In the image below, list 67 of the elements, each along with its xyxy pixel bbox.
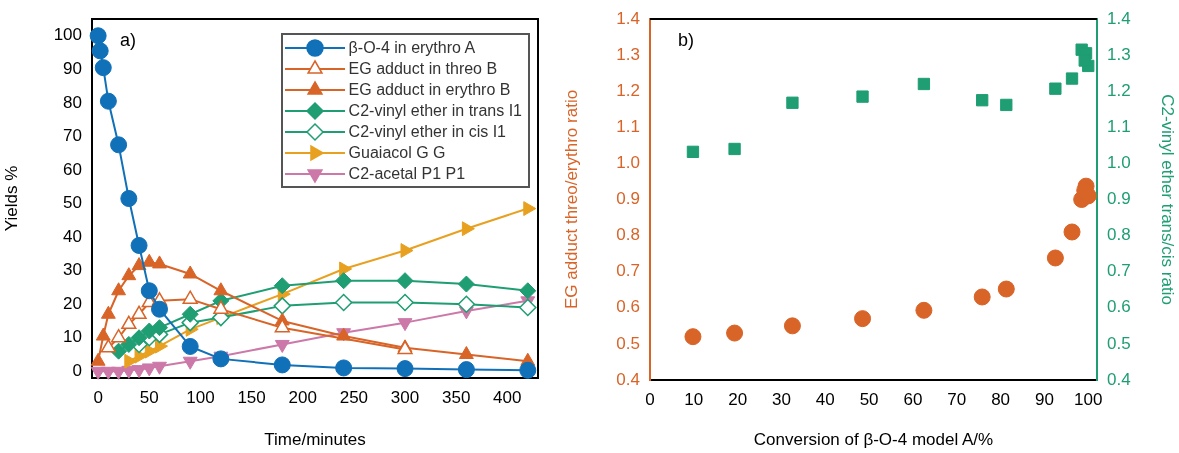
y-tick-label: 0.5 <box>616 333 640 353</box>
x-axis-title: Conversion of β-O-4 model A/% <box>753 430 994 450</box>
x-tick-label: 250 <box>339 387 369 407</box>
y2-tick-label: 0.9 <box>1107 189 1131 209</box>
x-tick-label: 30 <box>772 389 791 409</box>
x-tick-label: 100 <box>186 387 215 407</box>
y-tick-label: 50 <box>63 193 82 213</box>
y-tick-label: 60 <box>63 159 82 179</box>
y2-tick-label: 1.4 <box>1107 8 1131 28</box>
x-tick-label: 100 <box>1074 389 1103 409</box>
y-axis-title: Yields % <box>1 165 21 232</box>
y-tick-label: 80 <box>63 92 82 112</box>
x-tick-label: 0 <box>645 389 655 409</box>
annotation: b) <box>678 29 695 50</box>
y-tick-label: 100 <box>53 25 82 45</box>
annotation: a) <box>120 29 137 50</box>
x-tick-label: 10 <box>684 389 704 409</box>
legend-label: C2-vinyl ether in cis I1 <box>348 122 506 141</box>
y-tick-label: 0.8 <box>616 225 640 245</box>
y-tick-label: 1.3 <box>616 44 640 64</box>
y2-tick-label: 1.2 <box>1107 80 1131 100</box>
y2-tick-label: 0.7 <box>1107 261 1131 281</box>
y-tick-label: 40 <box>63 226 82 246</box>
x-tick-label: 400 <box>493 387 522 407</box>
y-tick-label: 1.1 <box>616 116 640 136</box>
x-tick-label: 90 <box>1034 389 1054 409</box>
y-tick-label: 30 <box>63 260 82 280</box>
x-tick-label: 0 <box>93 387 103 407</box>
x-tick-label: 50 <box>139 387 159 407</box>
y-tick-label: 1.0 <box>616 153 640 173</box>
x-tick-label: 350 <box>441 387 471 407</box>
x-tick-label: 40 <box>815 389 835 409</box>
y-tick-label: 90 <box>63 59 82 79</box>
y-tick-label: 0.4 <box>616 369 640 389</box>
legend-label: C2-vinyl ether in trans I1 <box>348 101 522 120</box>
x-tick-label: 80 <box>991 389 1011 409</box>
x-axis-title: Time/minutes <box>264 430 366 450</box>
y2-tick-label: 0.6 <box>1107 297 1131 317</box>
y2-tick-label: 1.1 <box>1107 116 1131 136</box>
y-tick-label: 0.9 <box>616 189 640 209</box>
legend-label: EG adduct in threo B <box>348 59 498 78</box>
y-tick-label: 10 <box>63 327 82 347</box>
x-tick-label: 150 <box>237 387 266 407</box>
x-tick-label: 70 <box>947 389 967 409</box>
x-tick-label: 300 <box>390 387 420 407</box>
y2-tick-label: 0.4 <box>1107 369 1131 389</box>
y2-axis-title: C2-vinyl ether trans/cis ratio <box>1158 94 1178 305</box>
x-tick-label: 60 <box>903 389 923 409</box>
x-tick-label: 50 <box>859 389 879 409</box>
y2-tick-label: 1.3 <box>1107 44 1131 64</box>
legend-label: β-O-4 in erythro A <box>348 38 476 57</box>
y-tick-label: 70 <box>63 126 82 146</box>
y-tick-label: 1.2 <box>616 80 640 100</box>
y-tick-label: 0 <box>72 360 82 380</box>
x-tick-label: 20 <box>728 389 748 409</box>
y2-tick-label: 0.8 <box>1107 225 1131 245</box>
y-tick-label: 1.4 <box>616 8 640 28</box>
legend-label: EG adduct in erythro B <box>348 80 511 99</box>
y-tick-label: 0.6 <box>616 297 640 317</box>
y-axis-title: EG adduct threo/erythro ratio <box>561 89 581 310</box>
legend-label: C2-acetal P1 P1 <box>348 164 466 183</box>
y-tick-label: 20 <box>63 293 82 313</box>
y2-tick-label: 0.5 <box>1107 333 1131 353</box>
x-tick-label: 200 <box>288 387 317 407</box>
y-tick-label: 0.7 <box>616 261 640 281</box>
y2-tick-label: 1.0 <box>1107 153 1131 173</box>
legend-label: Guaiacol G G <box>348 143 446 162</box>
